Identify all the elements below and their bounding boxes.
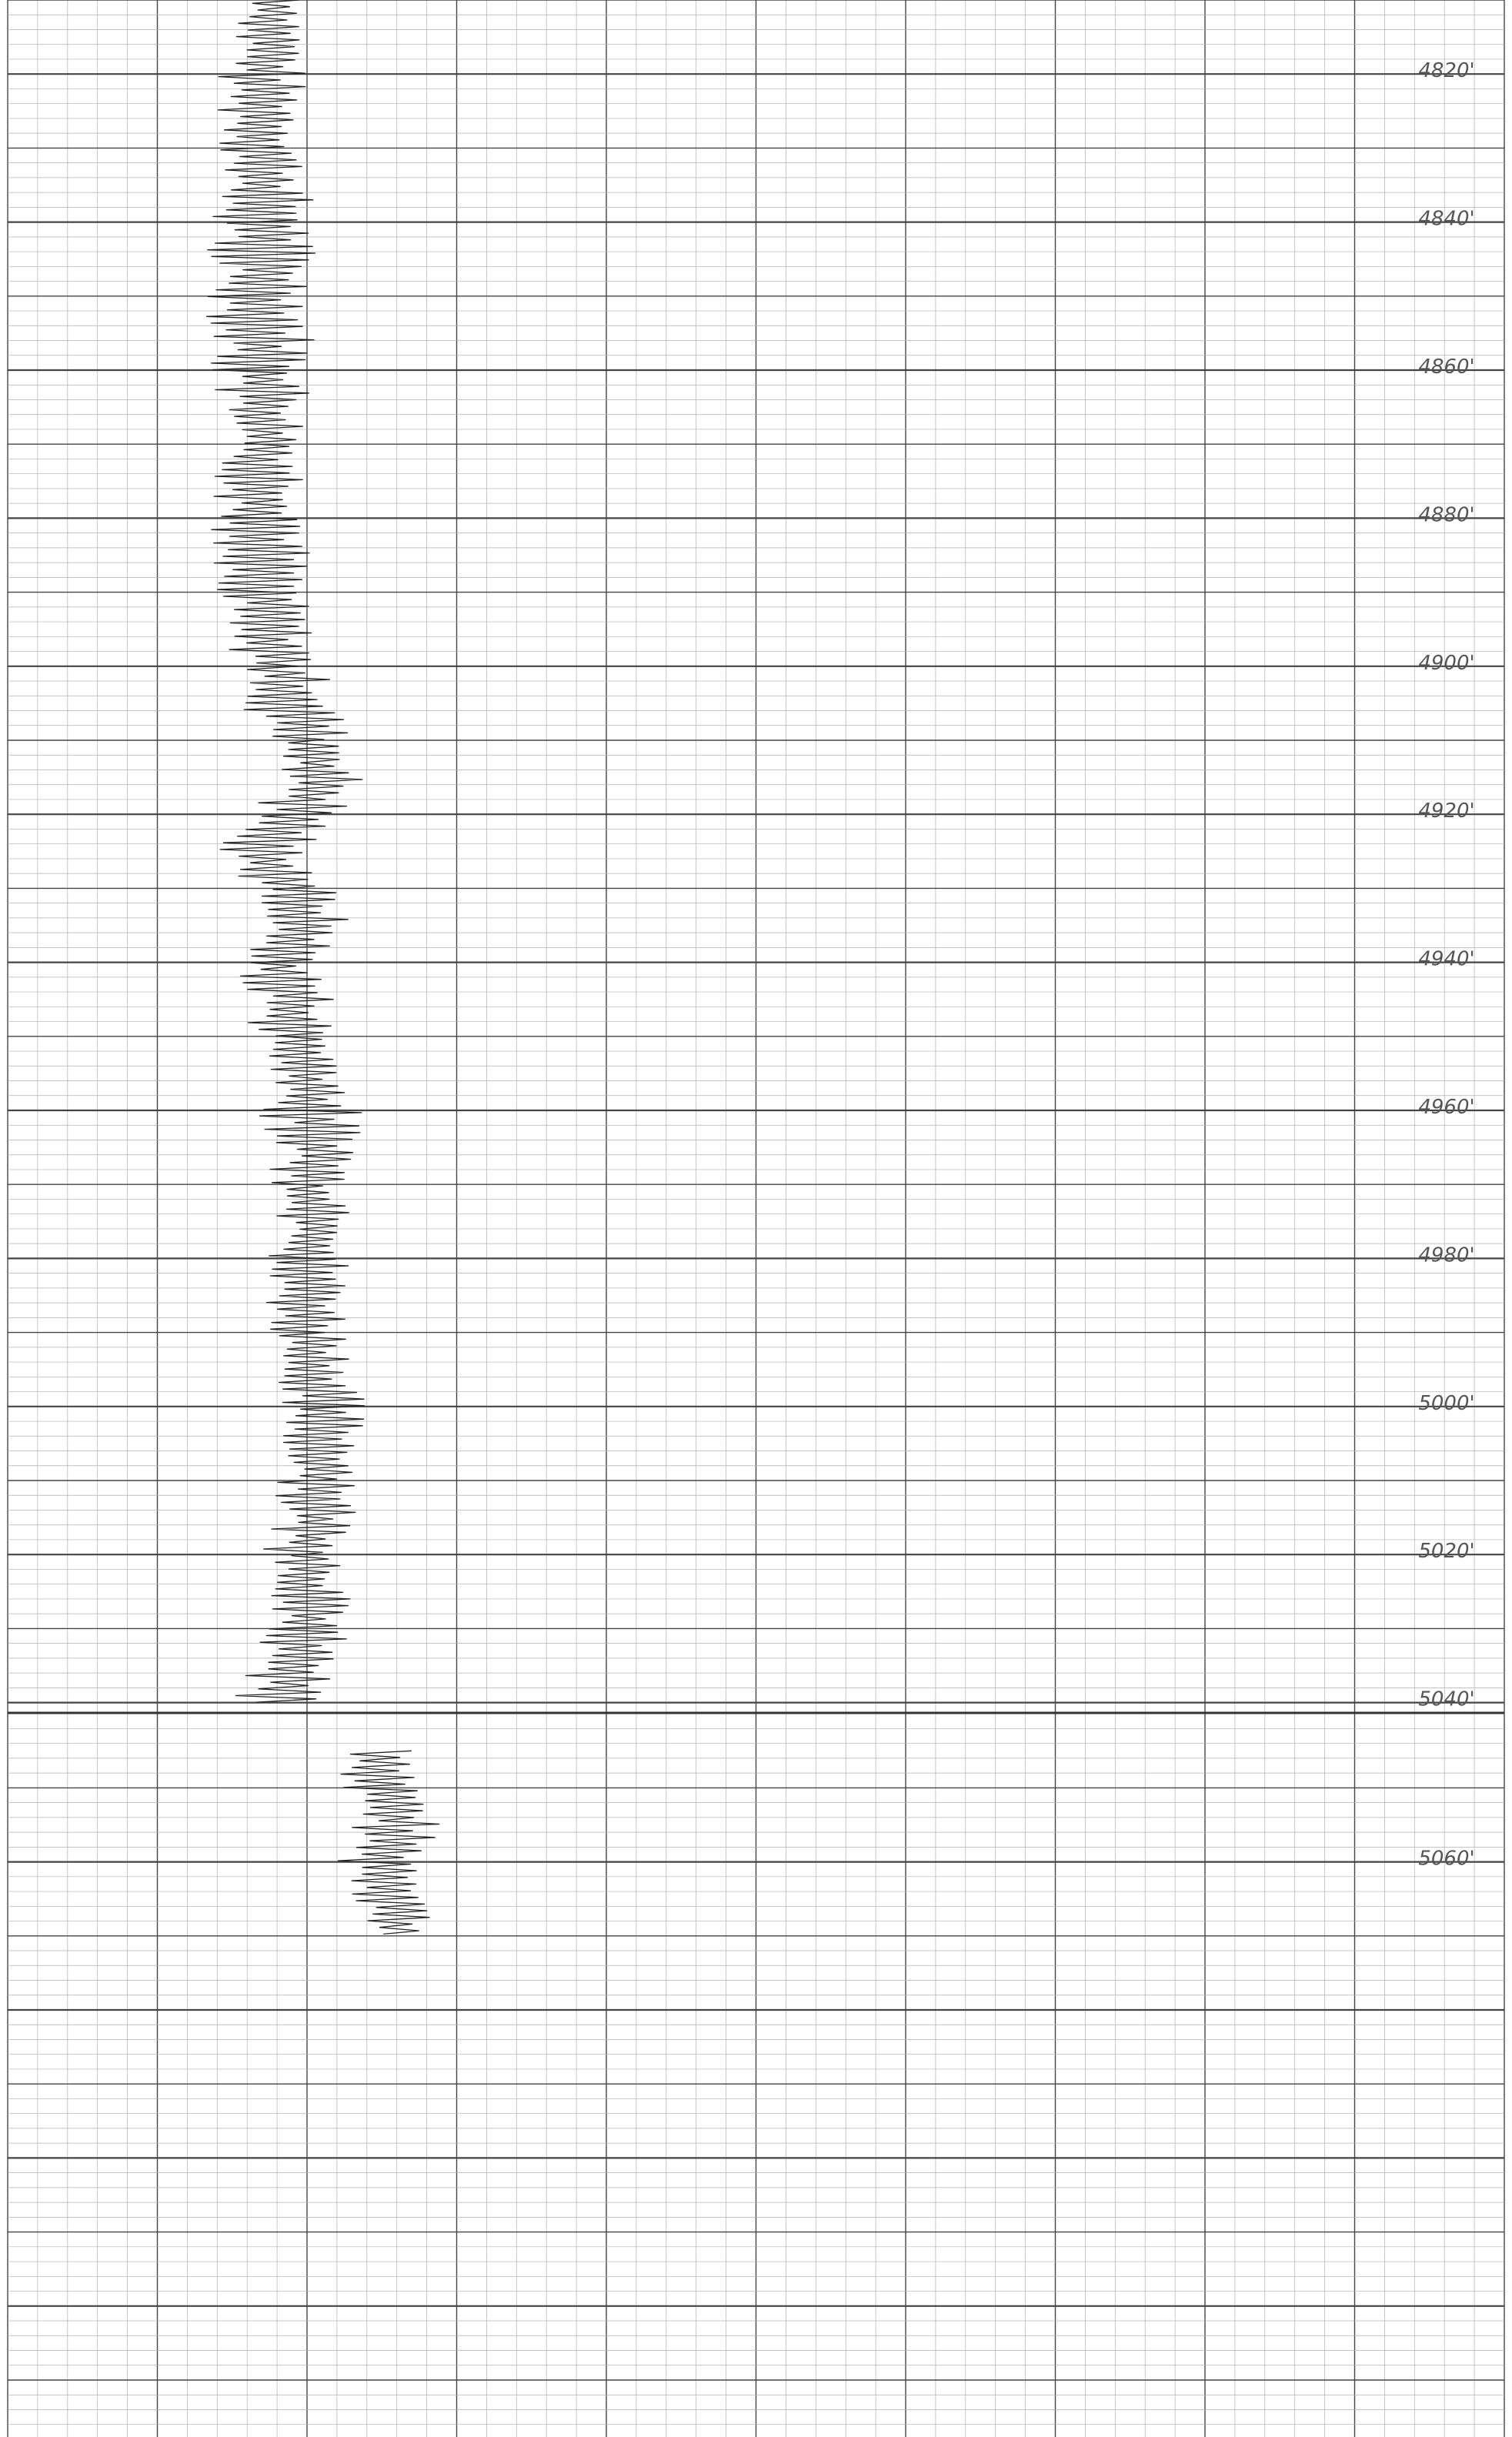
depth-label: 5060' — [1418, 1848, 1474, 1871]
grid — [7, 0, 1505, 2437]
depth-label: 5040' — [1418, 1688, 1474, 1711]
depth-labels: 4820' 4840' 4860' 4880' 4900' 4920' 4940' 4960'… — [1418, 59, 1474, 1870]
depth-label: 4920' — [1418, 800, 1474, 823]
depth-label: 4880' — [1418, 503, 1474, 526]
depth-label: 5000' — [1418, 1392, 1474, 1415]
depth-label: 4820' — [1418, 59, 1474, 82]
upper-log-trace — [206, 0, 365, 1703]
lower-log-trace — [337, 1750, 440, 1935]
depth-label: 4860' — [1418, 356, 1474, 379]
depth-label: 5020' — [1418, 1540, 1474, 1563]
depth-label: 4900' — [1418, 652, 1474, 675]
depth-label: 4940' — [1418, 948, 1474, 971]
log-traces — [206, 0, 440, 1935]
depth-label: 4960' — [1418, 1096, 1474, 1119]
depth-label: 4980' — [1418, 1244, 1474, 1267]
depth-label: 4840' — [1418, 208, 1474, 231]
